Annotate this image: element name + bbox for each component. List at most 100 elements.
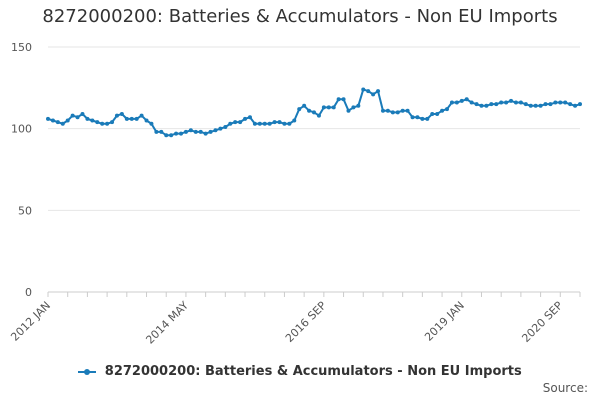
data-point — [297, 107, 302, 112]
data-point — [474, 102, 479, 107]
data-point — [494, 102, 499, 107]
data-point — [518, 100, 523, 105]
data-point — [528, 103, 533, 108]
data-point — [183, 129, 188, 134]
data-point — [164, 133, 169, 138]
data-point — [75, 115, 80, 120]
y-tick-label: 150 — [11, 41, 32, 54]
data-point — [55, 120, 60, 125]
x-tick-labels: 2012 JAN 2014 MAY 2016 SEP 2019 JAN 2020 SEP — [8, 299, 565, 347]
legend-label: 8272000200: Batteries & Accumulators - N… — [104, 364, 522, 379]
data-point — [568, 102, 573, 107]
y-tick-labels: 0 50 100 150 — [11, 41, 32, 299]
data-point — [252, 121, 257, 126]
data-point — [144, 118, 149, 123]
data-point — [578, 102, 582, 107]
data-point — [380, 108, 385, 113]
chart-title: 8272000200: Batteries & Accumulators - N… — [42, 6, 558, 27]
data-point — [326, 105, 331, 110]
data-point — [410, 115, 415, 120]
data-point — [449, 100, 454, 105]
data-point — [351, 105, 356, 110]
data-point — [247, 115, 252, 120]
data-point — [405, 108, 410, 113]
data-point — [223, 125, 228, 130]
source-label: Source: — [542, 381, 588, 395]
data-point — [371, 92, 376, 97]
data-point — [243, 116, 248, 121]
x-tick-label: 2020 SEP — [519, 299, 565, 345]
data-point — [105, 121, 110, 126]
data-point — [60, 121, 65, 126]
data-point — [233, 120, 238, 125]
data-point — [533, 103, 538, 108]
x-tick-label: 2019 JAN — [422, 299, 467, 344]
data-point — [149, 121, 154, 126]
data-point — [208, 129, 213, 134]
data-point — [430, 111, 435, 116]
data-point — [484, 103, 489, 108]
data-point — [459, 98, 464, 103]
data-point — [95, 120, 100, 125]
data-point — [336, 97, 341, 102]
gridlines — [48, 46, 580, 293]
data-point — [65, 118, 70, 123]
data-point — [316, 113, 321, 118]
data-point — [346, 108, 351, 113]
data-point — [282, 121, 287, 126]
data-point — [548, 102, 553, 107]
data-point — [395, 110, 400, 115]
data-point — [307, 108, 312, 113]
data-point — [454, 100, 459, 105]
data-point — [513, 100, 518, 105]
data-point — [464, 97, 469, 102]
data-point — [188, 128, 193, 133]
data-point — [356, 103, 361, 108]
data-point — [341, 97, 346, 102]
data-point — [558, 100, 563, 105]
data-point — [573, 103, 578, 108]
data-point — [70, 113, 75, 118]
y-tick-label: 0 — [25, 286, 32, 299]
legend-marker-icon — [78, 366, 97, 378]
data-point — [124, 116, 129, 121]
x-tick-label: 2014 MAY — [143, 299, 191, 347]
data-point — [543, 102, 548, 107]
data-point — [218, 126, 223, 131]
data-point — [302, 103, 307, 108]
data-point — [504, 100, 509, 105]
data-point — [139, 113, 144, 118]
data-point — [435, 111, 440, 116]
data-point — [90, 118, 95, 123]
data-point — [523, 102, 528, 107]
data-point — [376, 89, 381, 94]
data-point — [400, 108, 405, 113]
data-point — [292, 118, 297, 123]
data-point — [203, 131, 208, 136]
x-tick-label: 2016 SEP — [283, 299, 329, 345]
data-point — [110, 120, 115, 125]
y-tick-label: 100 — [11, 123, 32, 136]
data-point — [119, 111, 124, 116]
data-point — [257, 121, 262, 126]
data-point — [85, 116, 90, 121]
data-point — [114, 113, 119, 118]
data-point — [469, 100, 474, 105]
data-point — [440, 108, 445, 113]
legend[interactable]: 8272000200: Batteries & Accumulators - N… — [0, 364, 600, 379]
data-point — [213, 128, 218, 133]
data-point — [489, 102, 494, 107]
data-point — [312, 110, 316, 115]
data-point — [238, 120, 243, 125]
data-point — [179, 131, 183, 136]
data-point — [479, 103, 484, 108]
data-point — [193, 129, 198, 134]
axes — [47, 292, 581, 297]
data-point — [262, 121, 267, 126]
data-point — [321, 105, 326, 110]
y-tick-label: 50 — [18, 204, 32, 217]
data-point — [553, 100, 558, 105]
data-point — [198, 129, 203, 134]
data-point — [563, 100, 568, 105]
